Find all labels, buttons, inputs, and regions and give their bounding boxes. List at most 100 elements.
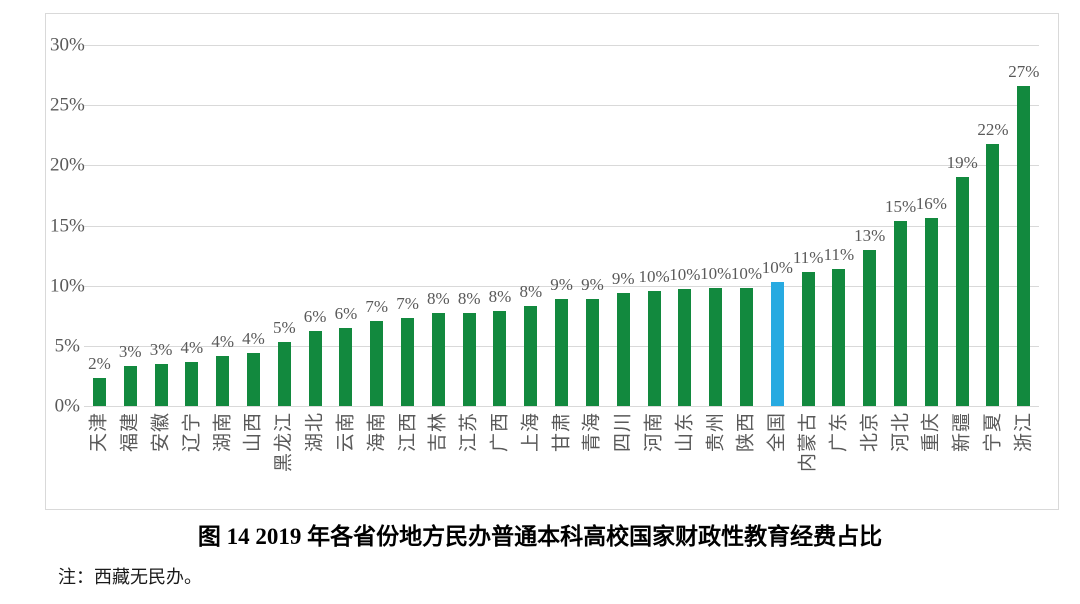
x-axis-category-label: 辽宁 — [181, 412, 203, 453]
bar — [555, 298, 569, 406]
bar-column: 19% — [947, 45, 978, 406]
x-axis-category-label: 安徽 — [150, 412, 172, 453]
bar — [123, 366, 137, 406]
chart-title: 图 14 2019 年各省份地方民办普通本科高校国家财政性教育经费占比 — [197, 524, 883, 549]
bar-highlight-national — [770, 282, 784, 406]
bar — [154, 363, 168, 406]
gridline — [84, 225, 1039, 227]
bar-value-label: 19% — [946, 153, 978, 173]
bar-column: 4% — [207, 45, 238, 406]
bar — [709, 288, 723, 406]
bar — [308, 331, 322, 406]
bar-column: 8% — [423, 45, 454, 406]
y-axis-tick-label: 15% — [50, 215, 85, 236]
bar — [955, 177, 969, 406]
bars-row: 2% 3% 3% 4% 4% 4% 5% 6% 6% 7% 7% 8% 8% 8% 8% 9% 9% 9% 10% 1… — [84, 45, 1039, 406]
x-axis-category-label: 上海 — [520, 412, 542, 453]
bar-column: 10% — [638, 45, 670, 406]
gridline — [84, 105, 1039, 107]
bar-column: 22% — [977, 45, 1009, 406]
x-axis-label-cell: 云南 — [331, 407, 362, 511]
bar-column: 7% — [361, 45, 392, 406]
bar-column: 10% — [762, 45, 793, 406]
x-axis-label-cell: 江苏 — [454, 407, 485, 511]
bar-value-label: 10% — [700, 264, 732, 284]
x-axis-label-cell: 上海 — [515, 407, 546, 511]
x-axis-category-label: 陕西 — [735, 412, 757, 453]
bar-value-label: 9% — [550, 274, 573, 294]
bar-column: 9% — [577, 45, 608, 406]
bar — [1017, 85, 1031, 406]
y-axis-tick-label: 20% — [50, 154, 85, 176]
bar — [92, 378, 106, 406]
bar-value-label: 9% — [581, 274, 604, 294]
y-axis-tick-label: 25% — [50, 94, 85, 116]
x-axis-category-label: 黑龙江 — [273, 412, 295, 473]
x-axis-category-label: 云南 — [335, 412, 357, 453]
bar-column: 9% — [546, 45, 577, 406]
x-axis-label-cell: 青海 — [577, 407, 608, 511]
x-axis-label-cell: 山东 — [669, 407, 700, 511]
chart-frame: 2% 3% 3% 4% 4% 4% 5% 6% 6% 7% 7% 8% 8% 8% 8% 9% 9% 9% 10% 1… — [45, 13, 1059, 510]
x-axis-label-cell: 北京 — [854, 407, 885, 511]
x-axis-category-label: 四川 — [612, 412, 634, 453]
bar — [185, 361, 199, 406]
bar — [678, 289, 692, 406]
x-axis-category-label: 北京 — [859, 412, 881, 453]
bar — [339, 327, 353, 406]
gridline — [84, 165, 1039, 167]
bar-value-label: 3% — [149, 339, 173, 359]
bar-value-label: 13% — [854, 225, 886, 245]
bar-column: 10% — [669, 45, 700, 406]
bar-column: 6% — [300, 45, 331, 406]
x-axis-category-label: 湖北 — [304, 412, 326, 453]
bar — [924, 218, 938, 406]
x-axis-label-cell: 江西 — [392, 407, 423, 511]
bar-value-label: 10% — [638, 266, 670, 286]
x-axis-label-cell: 广西 — [485, 407, 516, 511]
bar-column: 3% — [115, 45, 146, 406]
bar-column: 4% — [176, 45, 207, 406]
bar — [370, 320, 384, 406]
bar-column: 8% — [515, 45, 546, 406]
x-axis-label-cell: 甘肃 — [546, 407, 577, 511]
x-axis-label-cell: 海南 — [361, 407, 392, 511]
bar-value-label: 2% — [88, 354, 111, 374]
x-axis: 天津 福建 安徽 辽宁 湖南 山西 黑龙江 湖北 云南 海南 江西 吉林 江苏 广西 上海 甘肃 青海 四川 河南山… — [84, 407, 1039, 511]
bar-column: 5% — [269, 45, 300, 406]
bar-value-label: 10% — [730, 264, 763, 284]
bar-value-label: 27% — [1008, 61, 1040, 81]
x-axis-label-cell: 宁夏 — [978, 407, 1009, 511]
x-axis-label-cell: 浙江 — [1008, 407, 1039, 511]
bar-column: 2% — [84, 45, 115, 406]
x-axis-label-cell: 广东 — [824, 407, 855, 511]
x-axis-category-label: 海南 — [366, 412, 388, 453]
bar-value-label: 11% — [792, 248, 824, 268]
x-axis-category-label: 天津 — [88, 412, 110, 453]
x-axis-category-label: 甘肃 — [551, 412, 573, 453]
y-axis-tick-label: 0% — [54, 395, 80, 417]
x-axis-label-cell: 福建 — [115, 407, 146, 511]
gridline — [84, 45, 1039, 46]
bar-column: 4% — [238, 45, 269, 406]
x-axis-category-label: 新疆 — [951, 412, 973, 453]
bar-column: 10% — [731, 45, 762, 406]
bar — [277, 342, 291, 406]
bar-value-label: 6% — [334, 303, 358, 323]
bar-column: 3% — [146, 45, 177, 406]
bar — [616, 292, 630, 406]
y-axis-tick-label: 5% — [54, 335, 80, 357]
bar — [894, 220, 908, 406]
bar-value-label: 4% — [242, 329, 265, 349]
bar-column: 8% — [485, 45, 516, 406]
bar-value-label: 8% — [488, 286, 512, 306]
x-axis-category-label: 福建 — [119, 412, 141, 453]
bar — [832, 268, 846, 406]
bar — [216, 355, 230, 406]
bar-column: 10% — [700, 45, 731, 406]
bar-column: 13% — [854, 45, 885, 406]
bar-value-label: 16% — [915, 194, 947, 214]
x-axis-category-label: 山西 — [242, 412, 264, 453]
bar — [739, 288, 753, 406]
